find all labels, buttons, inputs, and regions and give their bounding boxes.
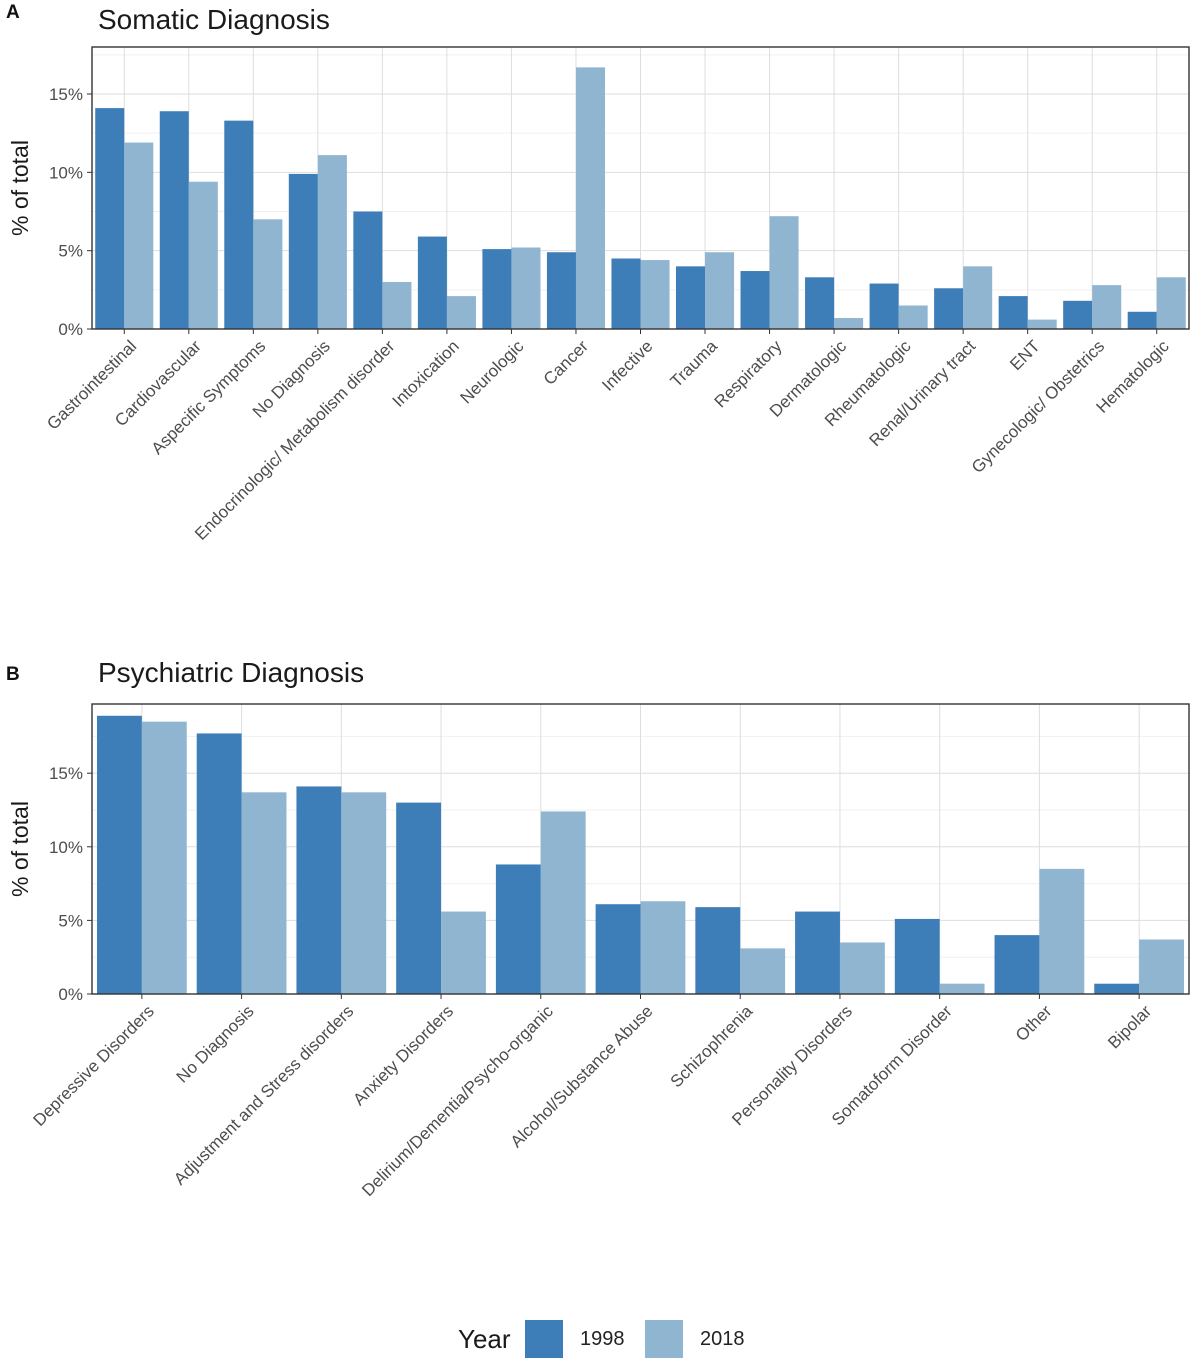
legend-label-1998: 1998 — [580, 1328, 625, 1350]
bar-trauma-1998 — [675, 266, 706, 329]
bar-personality-disorders-2018 — [839, 942, 885, 994]
y-tick-label: 5% — [58, 911, 83, 930]
bar-gynecologic-obstetrics-2018 — [1092, 285, 1122, 329]
bar-intoxication-1998 — [417, 236, 447, 329]
bar-no-diagnosis-2018 — [317, 155, 347, 329]
bar-cancer-2018 — [575, 67, 606, 329]
bar-adjustment-and-stress-disorders-2018 — [341, 792, 387, 994]
bar-gynecologic-obstetrics-1998 — [1063, 300, 1093, 329]
bar-delirium-dementia-psycho-organic-1998 — [495, 864, 541, 994]
bar-depressive-disorders-1998 — [96, 715, 142, 994]
x-tick-label-bipolar: Bipolar — [1104, 1001, 1155, 1052]
bar-neurologic-2018 — [511, 247, 541, 329]
bar-alcohol-substance-abuse-1998 — [595, 904, 641, 994]
bar-respiratory-1998 — [740, 271, 770, 329]
y-tick-label: 10% — [49, 163, 83, 182]
bar-respiratory-2018 — [769, 216, 799, 329]
bar-rheumatologic-2018 — [898, 305, 928, 329]
psychiatric-diagnosis-chart: 0% 5% 10% 15% Depressive Disorders No Diagnos… — [7, 703, 1190, 1200]
bar-bipolar-1998 — [1094, 983, 1140, 994]
y-tick-label: 15% — [49, 764, 83, 783]
bar-infective-2018 — [640, 260, 670, 329]
bar-adjustment-and-stress-disorders-1998 — [296, 786, 342, 994]
bar-schizophrenia-1998 — [695, 907, 741, 994]
bar-neurologic-1998 — [482, 249, 512, 329]
bar-renal-urinary-tract-1998 — [934, 288, 964, 329]
bar-ent-1998 — [998, 296, 1028, 329]
psychiatric-chart-title: Psychiatric Diagnosis — [98, 657, 365, 688]
panel-b-label: B — [6, 664, 20, 685]
y-tick-label: 0% — [58, 985, 83, 1004]
bar-intoxication-2018 — [446, 296, 476, 329]
bar-aspecific-symptoms-2018 — [253, 219, 283, 329]
y-tick-label: 0% — [58, 320, 83, 339]
bar-other-2018 — [1039, 868, 1085, 994]
bar-cardiovascular-1998 — [159, 111, 189, 329]
x-tick-label-other: Other — [1012, 1001, 1056, 1045]
bar-other-1998 — [994, 935, 1040, 994]
y-axis-title: % of total — [7, 140, 33, 236]
bar-delirium-dementia-psycho-organic-2018 — [540, 811, 586, 994]
bar-cancer-1998 — [546, 252, 576, 329]
bar-hematologic-2018 — [1156, 277, 1186, 329]
bar-dermatologic-1998 — [805, 277, 835, 329]
somatic-chart-title: Somatic Diagnosis — [98, 4, 330, 35]
bar-hematologic-1998 — [1127, 311, 1157, 329]
bar-no-diagnosis-2018 — [241, 792, 287, 994]
x-tick-label-no-diagnosis: No Diagnosis — [173, 1002, 258, 1087]
bar-schizophrenia-2018 — [740, 948, 786, 994]
legend-title: Year — [458, 1324, 511, 1354]
bar-somatoform-disorder-2018 — [939, 983, 985, 994]
bar-infective-1998 — [611, 258, 641, 329]
somatic-diagnosis-chart: 0%5%10%15%GastrointestinalCardiovascular… — [7, 46, 1190, 544]
x-tick-label-anxiety-disorders: Anxiety Disorders — [349, 1002, 457, 1110]
y-tick-label: 5% — [58, 242, 83, 261]
x-tick-label-delirium-dementia-psycho-organic: Delirium/Dementia/Psycho-organic — [358, 1001, 557, 1200]
bar-anxiety-disorders-2018 — [441, 911, 486, 994]
legend-label-2018: 2018 — [700, 1328, 745, 1350]
bar-somatoform-disorder-1998 — [894, 918, 940, 994]
bar-gastrointestinal-2018 — [124, 142, 154, 329]
bar-dermatologic-2018 — [834, 318, 864, 329]
bar-renal-urinary-tract-2018 — [963, 266, 993, 329]
bar-rheumatologic-1998 — [869, 283, 899, 329]
bar-no-diagnosis-1998 — [288, 173, 318, 329]
y-tick-label: 15% — [49, 85, 83, 104]
legend: Year 1998 2018 — [0, 1318, 1200, 1362]
bar-endocrinologic-metabolism-disorder-1998 — [353, 211, 383, 329]
bar-no-diagnosis-1998 — [196, 733, 242, 994]
x-tick-label-schizophrenia: Schizophrenia — [667, 1001, 757, 1091]
legend-swatch-2018 — [645, 1320, 683, 1358]
x-tick-label-depressive-disorders: Depressive Disorders — [30, 1002, 158, 1130]
plot-border — [91, 46, 1190, 330]
bar-personality-disorders-1998 — [795, 911, 840, 994]
bar-endocrinologic-metabolism-disorder-2018 — [382, 282, 412, 329]
bar-cardiovascular-2018 — [188, 181, 218, 329]
bar-depressive-disorders-2018 — [141, 721, 187, 994]
bar-gastrointestinal-1998 — [95, 108, 125, 329]
y-tick-label: 10% — [49, 838, 83, 857]
y-axis-title: % of total — [7, 801, 33, 897]
bar-ent-2018 — [1027, 319, 1057, 329]
bar-trauma-2018 — [705, 252, 735, 329]
x-tick-label-adjustment-and-stress-disorders: Adjustment and Stress disorders — [170, 1002, 357, 1189]
bar-aspecific-symptoms-1998 — [224, 120, 254, 329]
bar-bipolar-2018 — [1139, 939, 1185, 994]
bar-anxiety-disorders-1998 — [396, 802, 442, 994]
plot-border — [91, 703, 1190, 995]
panel-a-label: A — [6, 2, 20, 23]
bar-alcohol-substance-abuse-2018 — [640, 901, 686, 994]
legend-swatch-1998 — [525, 1320, 563, 1358]
